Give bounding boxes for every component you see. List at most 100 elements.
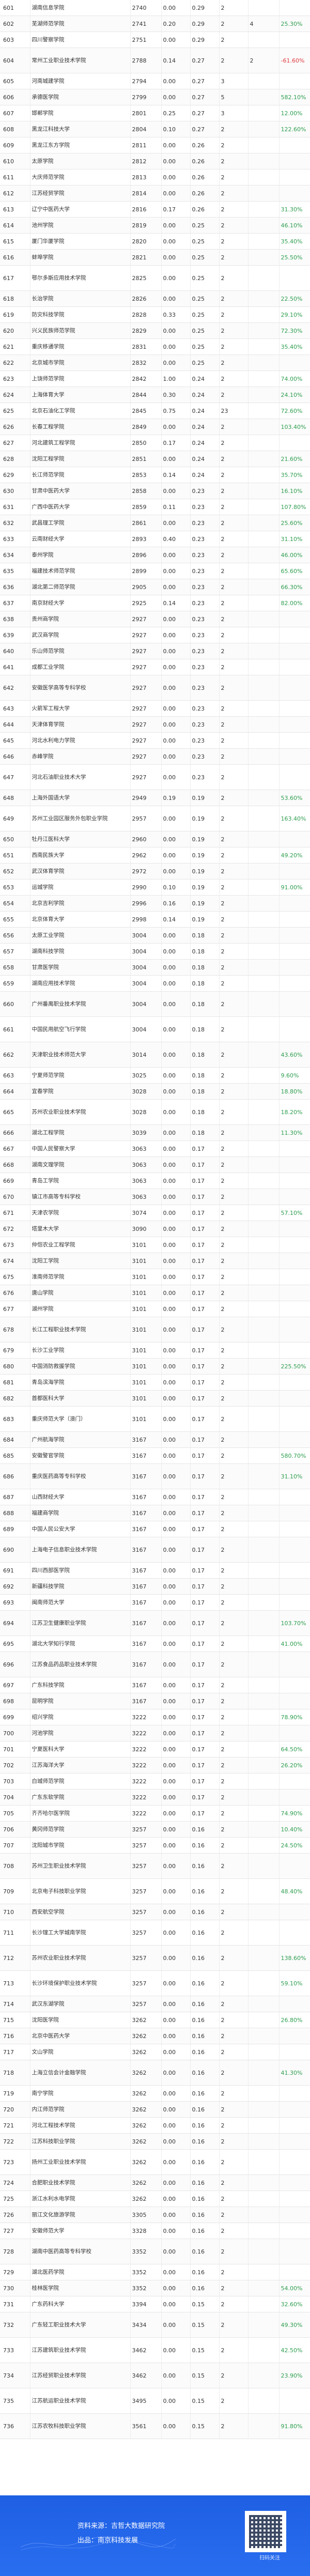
count-cell: 2 bbox=[219, 2312, 249, 2338]
change-rate-cell bbox=[279, 1140, 310, 1157]
ratio-a-cell: 0.00 bbox=[161, 1301, 191, 1317]
count-cell: 2 bbox=[219, 863, 249, 880]
ratio-b-cell: 0.19 bbox=[190, 895, 220, 912]
change-rate-cell: 48.40% bbox=[279, 1878, 310, 1904]
change-count-cell bbox=[248, 2280, 280, 2296]
score-cell: 2927 bbox=[130, 716, 162, 733]
change-rate-cell: 18.20% bbox=[279, 1099, 310, 1125]
change-rate-cell bbox=[279, 1317, 310, 1343]
score-cell: 3257 bbox=[130, 1837, 162, 1854]
count-cell: 2 bbox=[219, 1285, 249, 1301]
change-rate-cell: 26.80% bbox=[279, 2012, 310, 2028]
table-row: 657 湖南科技学院 3004 0.00 0.18 2 bbox=[0, 943, 310, 960]
qr-caption: 扫码关注 bbox=[259, 2555, 280, 2561]
school-name-cell: 青岛工学院 bbox=[30, 1173, 131, 1189]
ratio-a-cell: 0.16 bbox=[161, 895, 191, 912]
ratio-a-cell: 0.00 bbox=[161, 1083, 191, 1100]
school-name-cell: 苏州农业职业技术学院 bbox=[30, 1945, 131, 1971]
count-cell: 2 bbox=[219, 1652, 249, 1677]
rank-cell: 707 bbox=[0, 1837, 30, 1854]
ratio-b-cell: 0.23 bbox=[190, 764, 220, 790]
school-name-cell: 牡丹江医科大学 bbox=[30, 831, 131, 847]
school-name-cell: 湖南中医药高等专科学校 bbox=[30, 2239, 131, 2264]
count-cell: 2 bbox=[219, 1205, 249, 1221]
table-row: 646 赤峰学院 2927 0.00 0.23 2 bbox=[0, 748, 310, 765]
table-row: 658 甘肃医学院 3004 0.00 0.18 2 bbox=[0, 959, 310, 976]
rank-cell: 731 bbox=[0, 2296, 30, 2312]
ratio-b-cell: 0.17 bbox=[190, 1189, 220, 1205]
score-cell: 3222 bbox=[130, 1789, 162, 1806]
change-count-cell bbox=[248, 700, 280, 717]
change-rate-cell: 59.10% bbox=[279, 1970, 310, 1996]
school-name-cell: 河北建筑工程学院 bbox=[30, 435, 131, 451]
count-cell: 2 bbox=[219, 1253, 249, 1269]
change-rate-cell bbox=[279, 2388, 310, 2414]
count-cell: 2 bbox=[219, 847, 249, 863]
ratio-a-cell: 0.00 bbox=[161, 1920, 191, 1946]
count-cell: 2 bbox=[219, 2337, 249, 2363]
table-row: 606 承德医学院 2799 0.00 0.27 5 582.10% bbox=[0, 89, 310, 105]
change-count-cell bbox=[248, 806, 280, 831]
change-count-cell bbox=[248, 1757, 280, 1773]
table-row: 679 长沙工业学院 3101 0.00 0.17 2 bbox=[0, 1342, 310, 1359]
change-rate-cell bbox=[279, 32, 310, 48]
change-count-cell bbox=[248, 1853, 280, 1879]
change-count-cell bbox=[248, 1237, 280, 1253]
rank-cell: 671 bbox=[0, 1205, 30, 1221]
count-cell: 2 bbox=[219, 2239, 249, 2264]
ratio-a-cell: 0.10 bbox=[161, 121, 191, 137]
count-cell: 2 bbox=[219, 0, 249, 16]
count-cell: 2 bbox=[219, 233, 249, 250]
change-rate-cell bbox=[279, 1773, 310, 1790]
school-name-cell: 大庆师范学院 bbox=[30, 169, 131, 186]
ratio-b-cell: 0.23 bbox=[190, 643, 220, 659]
score-cell: 2829 bbox=[130, 322, 162, 339]
ratio-b-cell: 0.16 bbox=[190, 2280, 220, 2296]
count-cell: 2 bbox=[219, 1821, 249, 1838]
ratio-b-cell: 0.17 bbox=[190, 1140, 220, 1157]
change-rate-cell bbox=[279, 1269, 310, 1285]
ratio-a-cell: 0.00 bbox=[161, 2264, 191, 2280]
score-cell: 3222 bbox=[130, 1805, 162, 1822]
change-count-cell bbox=[248, 290, 280, 307]
rank-cell: 627 bbox=[0, 435, 30, 451]
ratio-b-cell: 0.17 bbox=[190, 1677, 220, 1693]
score-cell: 3167 bbox=[130, 1489, 162, 1505]
change-count-cell bbox=[248, 467, 280, 483]
table-row: 727 安徽师范大学 3328 0.00 0.16 2 bbox=[0, 2223, 310, 2239]
count-cell: 2 bbox=[219, 201, 249, 218]
rank-cell: 725 bbox=[0, 2191, 30, 2207]
table-row: 712 苏州农业职业技术学院 3257 0.00 0.16 2 138.60% bbox=[0, 1945, 310, 1971]
score-cell: 3257 bbox=[130, 1853, 162, 1879]
ratio-a-cell: 0.00 bbox=[161, 1447, 191, 1464]
score-cell: 3222 bbox=[130, 1709, 162, 1725]
ratio-b-cell: 0.16 bbox=[190, 1878, 220, 1904]
ratio-a-cell: 0.30 bbox=[161, 387, 191, 403]
rank-cell: 732 bbox=[0, 2312, 30, 2338]
table-row: 643 火箭军工程大学 2927 0.00 0.23 2 bbox=[0, 700, 310, 717]
table-row: 731 广东药科大学 3394 0.00 0.15 2 32.60% bbox=[0, 2296, 310, 2312]
school-name-cell: 天津农学院 bbox=[30, 1205, 131, 1221]
count-cell: 2 bbox=[219, 1677, 249, 1693]
count-cell: 2 bbox=[219, 2280, 249, 2296]
count-cell: 2 bbox=[219, 2363, 249, 2388]
rank-cell: 609 bbox=[0, 137, 30, 153]
change-rate-cell bbox=[279, 1431, 310, 1448]
school-name-cell: 北京电子科技职业学院 bbox=[30, 1878, 131, 1904]
rank-cell: 657 bbox=[0, 943, 30, 960]
change-rate-cell bbox=[279, 1285, 310, 1301]
ratio-a-cell: 1.00 bbox=[161, 371, 191, 387]
school-name-cell: 贵州商学院 bbox=[30, 611, 131, 627]
ratio-a-cell: 0.33 bbox=[161, 306, 191, 323]
rank-cell: 634 bbox=[0, 547, 30, 563]
table-row: 673 仲恺农业工程学院 3101 0.00 0.17 2 bbox=[0, 1237, 310, 1253]
score-cell: 3262 bbox=[130, 2191, 162, 2207]
school-name-cell: 重庆师范大学（澳门） bbox=[30, 1406, 131, 1432]
change-rate-cell bbox=[279, 2207, 310, 2223]
score-cell: 2751 bbox=[130, 32, 162, 48]
count-cell: 2 bbox=[219, 1757, 249, 1773]
rank-cell: 719 bbox=[0, 2085, 30, 2102]
ratio-a-cell: 0.00 bbox=[161, 2174, 191, 2191]
change-rate-cell bbox=[279, 153, 310, 169]
ratio-b-cell: 0.16 bbox=[190, 2174, 220, 2191]
